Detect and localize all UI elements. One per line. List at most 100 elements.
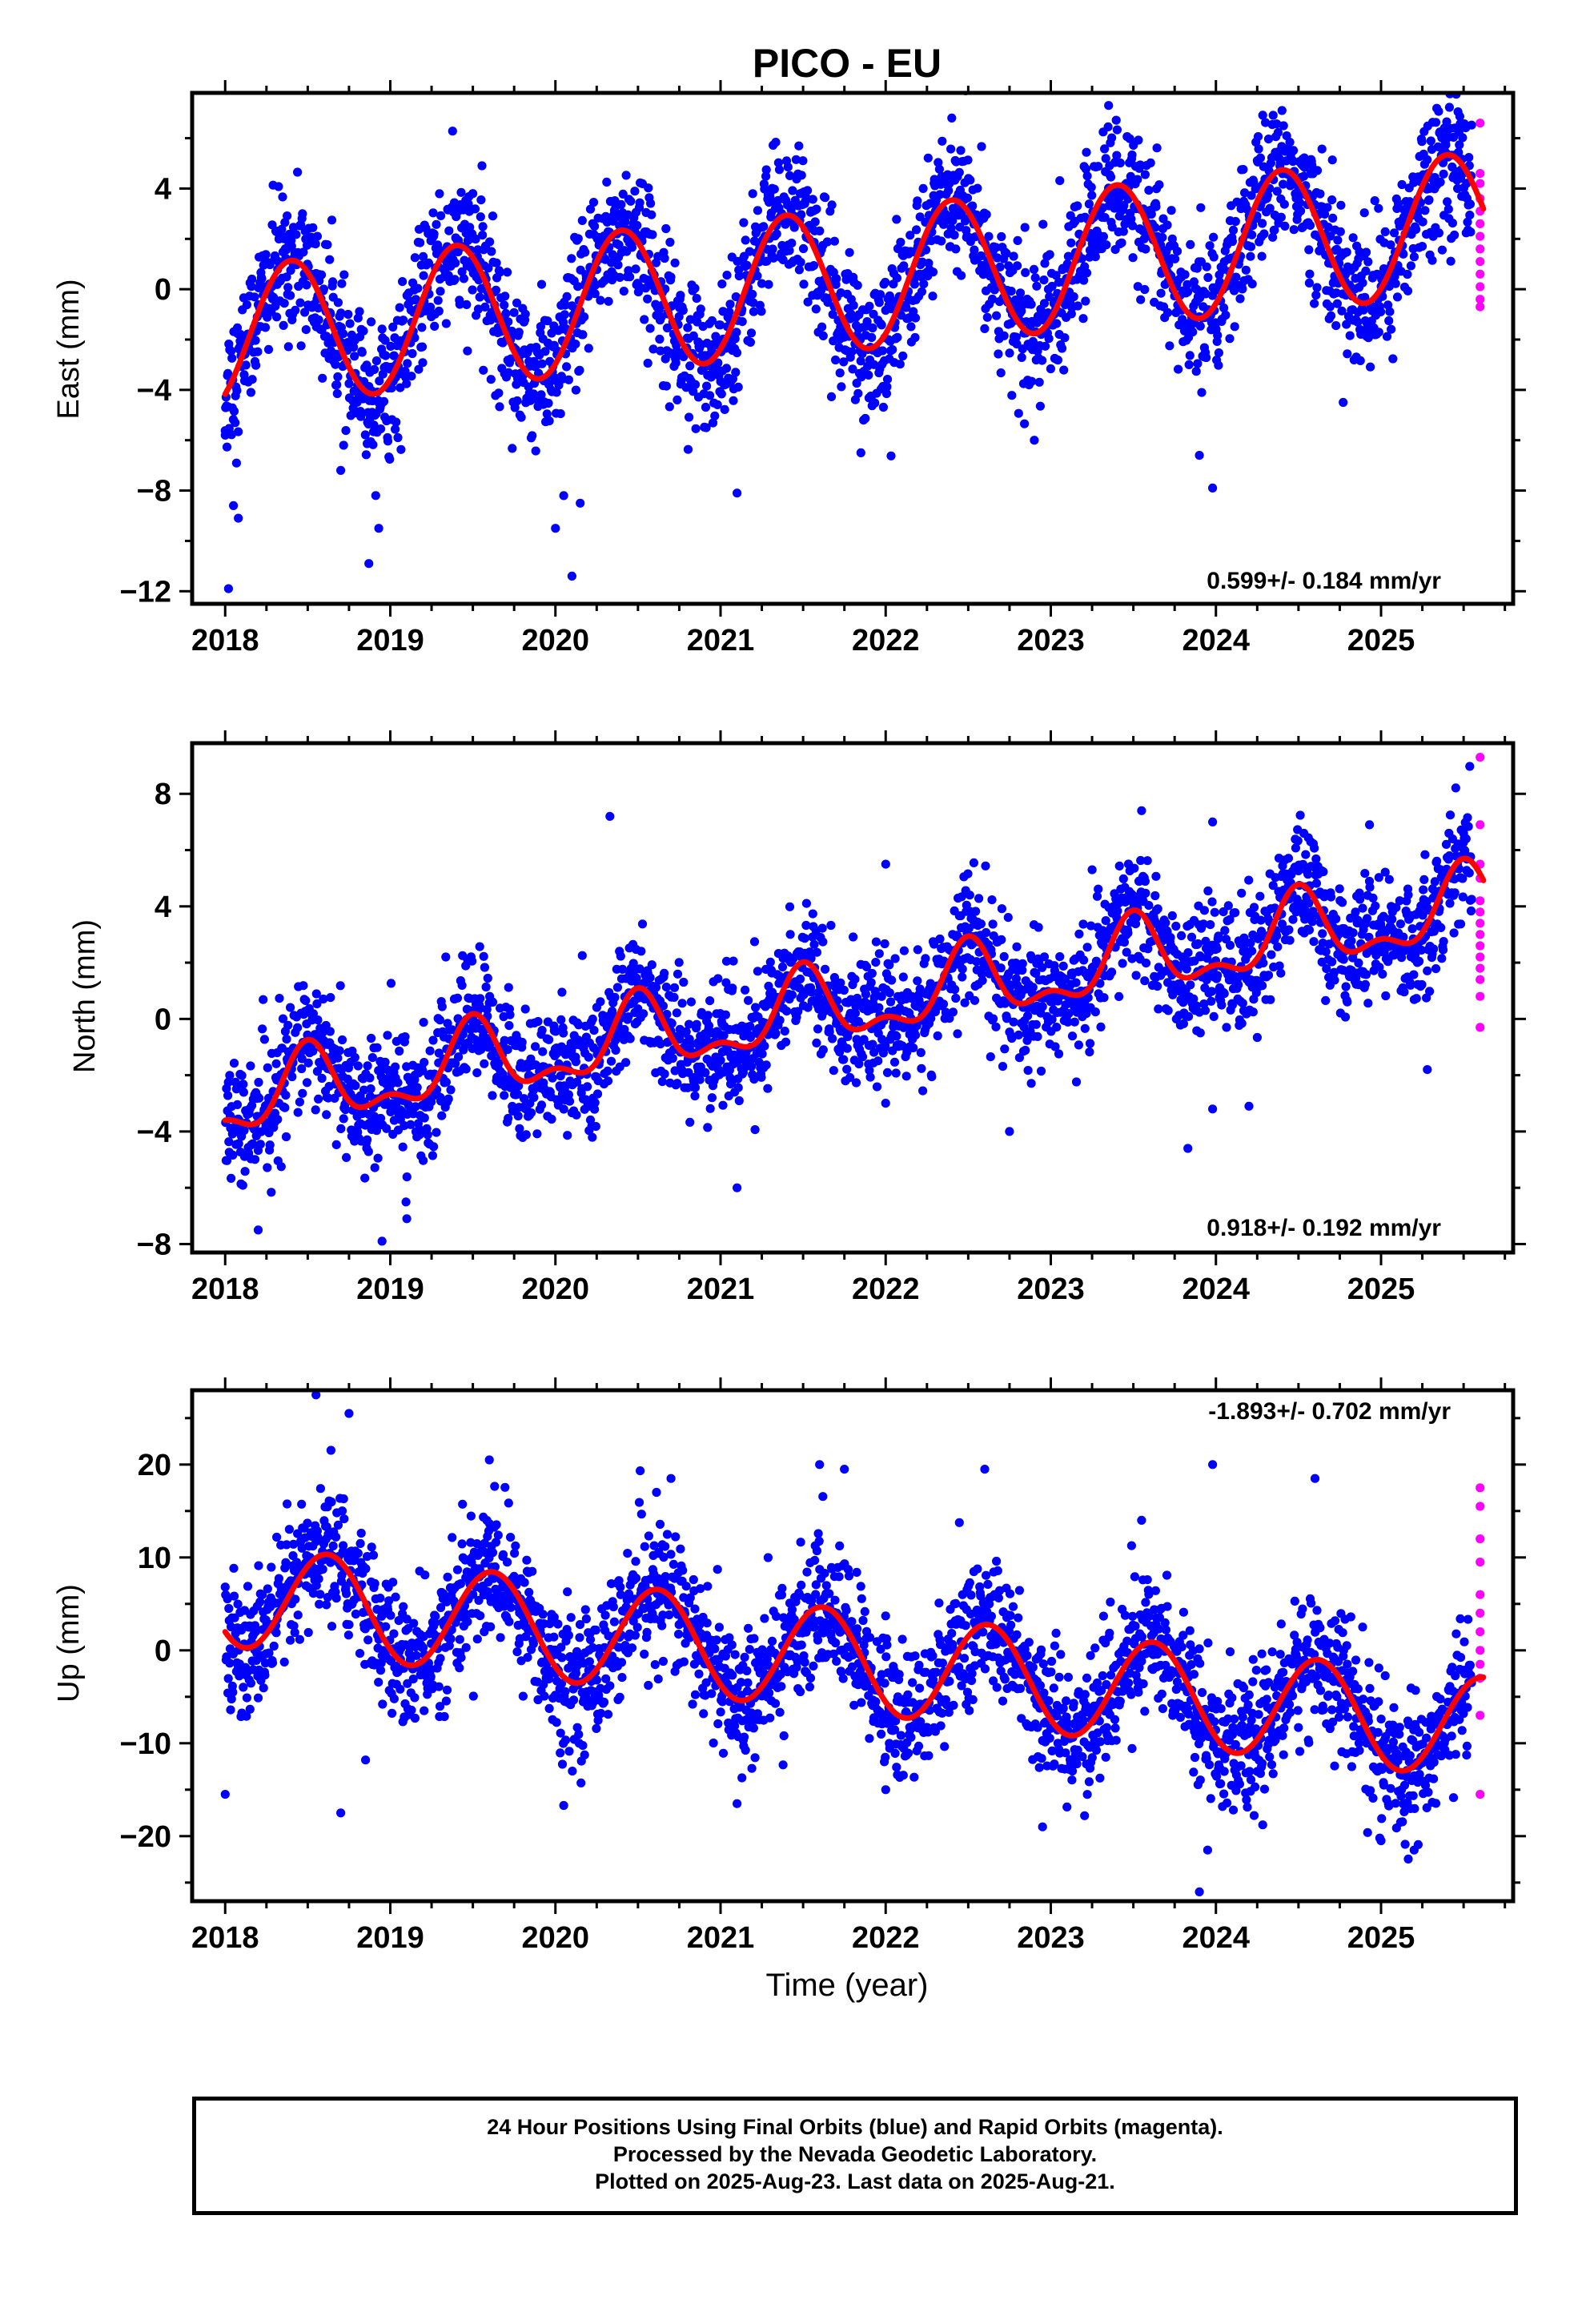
- east-final-point: [748, 289, 757, 300]
- east-final-point: [1434, 107, 1443, 116]
- north-final-point: [263, 1163, 272, 1172]
- east-final-point: [685, 315, 695, 324]
- north-final-point: [476, 994, 485, 1003]
- east-rapid-point: [1476, 269, 1485, 279]
- north-final-point: [1247, 947, 1257, 956]
- north-final-point: [745, 1033, 756, 1043]
- east-final-point: [485, 237, 495, 247]
- east-final-point: [1026, 300, 1036, 309]
- north-final-point: [741, 985, 750, 995]
- north-final-point: [365, 1073, 375, 1083]
- east-final-point: [1423, 155, 1432, 165]
- north-final-point: [480, 1059, 489, 1068]
- north-final-point: [1031, 968, 1041, 978]
- north-final-point: [402, 1172, 412, 1182]
- east-final-point: [1193, 359, 1203, 368]
- north-final-point: [308, 1009, 318, 1019]
- east-final-point: [470, 204, 480, 214]
- north-final-point: [1094, 884, 1103, 894]
- east-final-point: [1399, 249, 1408, 259]
- north-final-point: [234, 1139, 243, 1148]
- north-panel: 2018 2019 2020 2021 2022 2023 2024 2025−8−4048N…: [68, 730, 1526, 1306]
- east-final-point: [1165, 341, 1174, 351]
- east-final-point: [809, 261, 819, 271]
- east-final-point: [973, 183, 982, 193]
- north-final-point: [681, 1027, 691, 1036]
- east-final-point: [227, 353, 237, 363]
- east-xtick-label: 2019: [356, 624, 424, 657]
- north-final-point: [1217, 1000, 1227, 1010]
- east-final-point: [1100, 213, 1110, 223]
- north-final-point: [359, 1085, 369, 1095]
- east-final-point: [1279, 179, 1288, 189]
- north-final-point: [842, 1064, 852, 1074]
- north-final-point: [225, 1071, 235, 1080]
- east-final-point: [279, 299, 289, 308]
- east-final-point: [1209, 252, 1219, 262]
- north-final-point: [453, 1014, 463, 1023]
- north-final-point: [411, 1102, 420, 1112]
- east-final-point: [1156, 288, 1166, 298]
- east-final-point: [670, 258, 680, 267]
- north-final-point: [367, 1033, 376, 1043]
- east-final-point: [350, 352, 359, 361]
- north-final-point: [913, 945, 922, 955]
- east-final-point: [1327, 195, 1337, 205]
- east-final-point: [696, 304, 705, 314]
- east-final-point: [1235, 294, 1245, 304]
- north-final-point: [281, 1091, 291, 1100]
- north-final-point: [299, 981, 308, 991]
- north-final-point: [971, 907, 981, 916]
- east-final-point: [1279, 121, 1288, 131]
- east-final-point: [231, 458, 241, 468]
- north-final-point: [621, 1058, 631, 1068]
- north-final-point: [547, 1114, 556, 1124]
- east-final-point: [1214, 360, 1223, 370]
- east-final-point: [716, 320, 725, 330]
- east-final-point: [1232, 197, 1242, 207]
- east-final-point: [980, 324, 990, 333]
- north-final-point: [611, 1045, 620, 1055]
- north-final-point: [656, 1039, 665, 1049]
- east-final-point: [247, 375, 257, 384]
- east-final-point: [1202, 262, 1211, 271]
- north-final-point: [982, 927, 991, 938]
- north-final-point: [1131, 971, 1141, 980]
- north-final-point: [926, 1014, 936, 1023]
- east-outlier-point: [551, 524, 560, 533]
- east-final-point: [377, 324, 387, 334]
- north-final-point: [701, 1034, 711, 1043]
- north-final-point: [1186, 980, 1195, 990]
- east-final-point: [1057, 344, 1067, 353]
- north-final-point: [239, 1080, 248, 1089]
- east-final-point: [383, 436, 393, 446]
- east-final-point: [1409, 252, 1419, 262]
- east-final-point: [656, 312, 666, 322]
- east-final-point: [845, 247, 854, 257]
- east-final-point: [1027, 376, 1037, 386]
- north-final-point: [707, 1093, 717, 1103]
- east-final-point: [1258, 111, 1267, 120]
- north-final-point: [250, 1155, 260, 1164]
- east-final-point: [441, 319, 452, 328]
- east-outlier-point: [270, 254, 279, 263]
- east-final-point: [337, 279, 347, 288]
- north-final-point: [880, 939, 889, 949]
- east-final-point: [560, 300, 570, 310]
- north-final-point: [1213, 971, 1223, 980]
- north-final-point: [997, 904, 1006, 914]
- east-final-point: [898, 351, 908, 361]
- north-final-point: [544, 1035, 554, 1044]
- east-final-point: [818, 331, 828, 340]
- north-final-point: [667, 1019, 677, 1028]
- east-final-point: [480, 302, 490, 312]
- north-final-point: [660, 968, 669, 978]
- east-final-point: [982, 312, 992, 322]
- east-final-point: [1052, 319, 1062, 328]
- east-final-point: [691, 424, 701, 433]
- east-final-point: [272, 312, 282, 322]
- north-final-point: [998, 1062, 1008, 1072]
- north-final-point: [1003, 913, 1013, 923]
- east-final-point: [1134, 135, 1143, 145]
- north-final-point: [606, 1056, 616, 1066]
